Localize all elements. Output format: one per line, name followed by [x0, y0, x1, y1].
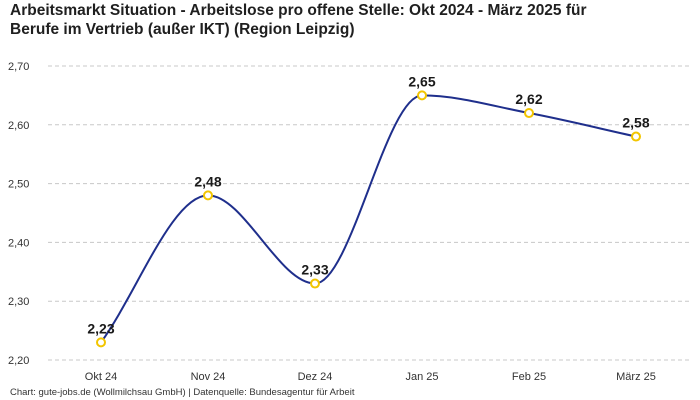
- data-point: [417, 90, 427, 101]
- y-tick-label: 2,50: [8, 179, 29, 191]
- y-tick-label: 2,40: [8, 237, 29, 249]
- x-tick-label: Feb 25: [512, 371, 546, 383]
- data-point: [310, 278, 320, 289]
- data-label: 2,33: [301, 262, 328, 278]
- y-axis-ticks: 2,20 2,30 2,40 2,50 2,60 2,70: [8, 61, 29, 367]
- data-point: [203, 190, 213, 201]
- data-label: 2,48: [194, 173, 221, 189]
- y-tick-label: 2,30: [8, 296, 29, 308]
- x-tick-label: Dez 24: [298, 371, 333, 383]
- chart-title-line-2: Berufe im Vertrieb (außer IKT) (Region L…: [10, 21, 355, 38]
- y-tick-label: 2,20: [8, 355, 29, 367]
- data-point: [524, 108, 534, 119]
- series-line: [100, 94, 637, 343]
- x-axis-ticks: Okt 24 Nov 24 Dez 24 Jan 25 Feb 25 März 25: [85, 371, 656, 383]
- x-tick-label: Okt 24: [85, 371, 117, 383]
- data-label: 2,23: [87, 320, 114, 336]
- data-labels: 2,23 2,48 2,33 2,65 2,62 2,58: [87, 73, 649, 336]
- data-label: 2,65: [408, 73, 435, 89]
- x-tick-label: März 25: [616, 371, 656, 383]
- y-tick-label: 2,60: [8, 120, 29, 132]
- y-tick-label: 2,70: [8, 61, 29, 73]
- data-label: 2,62: [515, 91, 542, 107]
- chart-title: Arbeitsmarkt Situation - Arbeitslose pro…: [10, 1, 670, 39]
- data-points: [96, 90, 641, 348]
- x-tick-label: Nov 24: [191, 371, 226, 383]
- x-tick-label: Jan 25: [405, 371, 438, 383]
- data-point: [96, 337, 106, 348]
- grid-lines: [48, 65, 692, 361]
- data-point: [631, 131, 641, 142]
- chart-footer-source: Chart: gute-jobs.de (Wollmilchsau GmbH) …: [10, 387, 355, 398]
- data-label: 2,58: [622, 115, 649, 131]
- chart-title-line-1: Arbeitsmarkt Situation - Arbeitslose pro…: [10, 2, 587, 19]
